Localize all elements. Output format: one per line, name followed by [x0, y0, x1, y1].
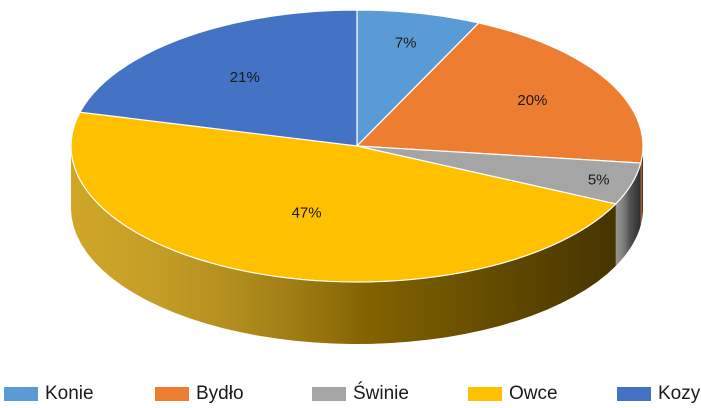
pie-sides [71, 146, 643, 344]
legend-label-kozy: Kozy [658, 383, 701, 404]
legend-label-swinie: Świnie [353, 383, 409, 404]
legend-label-bydlo: Bydło [196, 383, 244, 404]
pie-tops [70, 9, 644, 283]
legend-swatch-bydlo [155, 387, 189, 401]
legend-swatch-konie [4, 387, 38, 401]
pie-slice-swinie [356, 145, 642, 205]
pie-side-shade-owce [71, 146, 616, 344]
legend-item-swinie: Świnie [312, 383, 409, 405]
legend-item-kozy: Kozy [617, 383, 700, 405]
legend-label-konie: Konie [45, 383, 94, 404]
legend-item-konie: Konie [4, 383, 94, 405]
slice-label-owce: 47% [292, 205, 322, 222]
pie-chart: 7% 20% 5% 47% 21% [70, 9, 644, 344]
legend-swatch-swinie [312, 387, 346, 401]
pie-slice-konie [356, 9, 480, 147]
pie-side-shade-bydlo [640, 146, 643, 226]
legend-swatch-owce [468, 387, 502, 401]
pie-slice-bydlo [356, 22, 644, 164]
pie-slice-owce [70, 111, 617, 283]
pie-slice-kozy [79, 9, 358, 147]
slice-label-konie: 7% [395, 35, 417, 52]
slice-label-kozy: 21% [230, 69, 260, 86]
slice-label-swinie: 5% [588, 171, 610, 188]
legend-item-bydlo: Bydło [155, 383, 244, 405]
pie-side-shade-swinie [615, 163, 641, 266]
legend-item-owce: Owce [468, 383, 558, 405]
legend-swatch-kozy [617, 387, 651, 401]
legend: Konie Bydło Świnie Owce Kozy [0, 383, 701, 405]
pie-labels: 7% 20% 5% 47% 21% [230, 35, 610, 222]
legend-label-owce: Owce [509, 383, 558, 404]
slice-label-bydlo: 20% [517, 92, 547, 109]
